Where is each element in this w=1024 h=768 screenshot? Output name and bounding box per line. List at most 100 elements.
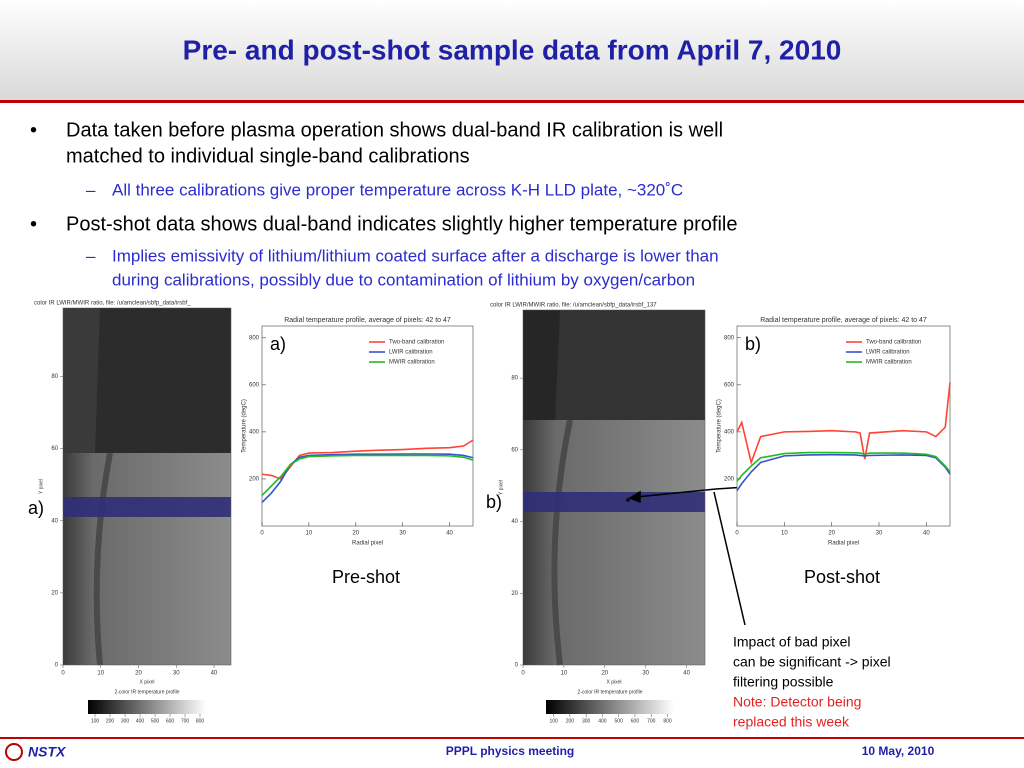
axis-label: X pixel xyxy=(606,679,621,685)
series-line xyxy=(261,454,474,496)
sub-bullet-text: during calibrations, possibly due to con… xyxy=(112,270,695,289)
caption: Pre-shot xyxy=(332,567,400,587)
caption: Post-shot xyxy=(804,567,880,587)
y-tick-label: 200 xyxy=(724,477,735,483)
footer-logo: NSTX xyxy=(28,744,67,760)
footer-center: PPPL physics meeting xyxy=(446,744,575,758)
series-line xyxy=(736,382,951,466)
bullet-mark: • xyxy=(30,119,37,141)
annotation: Impact of bad pixel xyxy=(733,634,851,650)
logo-mark xyxy=(5,743,23,761)
x-tick-label: 20 xyxy=(352,531,359,537)
plot-frame xyxy=(736,325,951,527)
y-tick-label: 40 xyxy=(51,518,58,524)
x-tick-label: 10 xyxy=(306,531,313,537)
image-frame xyxy=(62,307,232,666)
colorbar-tick-label: 500 xyxy=(615,718,624,724)
legend-label: MWIR calibration xyxy=(389,360,435,366)
legend-label: Two-band calibration xyxy=(866,340,921,346)
x-tick-label: 30 xyxy=(876,531,883,537)
panel-label: b) xyxy=(745,334,761,354)
axis-label: Temperature (degC) xyxy=(242,399,248,453)
series-line xyxy=(736,451,951,482)
footer-rule xyxy=(0,737,1024,739)
colorbar-tick-label: 700 xyxy=(181,718,190,724)
y-tick-label: 60 xyxy=(51,446,58,452)
colorbar xyxy=(546,700,674,714)
panel-label: a) xyxy=(270,334,286,354)
colorbar-tick-label: 300 xyxy=(582,718,591,724)
legend-label: Two-band calibration xyxy=(389,340,444,346)
chart-title: Radial temperature profile, average of p… xyxy=(284,317,451,324)
y-tick-label: 400 xyxy=(249,429,260,435)
y-tick-label: 20 xyxy=(511,591,518,597)
x-tick-label: 40 xyxy=(446,531,453,537)
y-tick-label: 600 xyxy=(724,382,735,388)
legend-label: LWIR calibration xyxy=(866,350,910,356)
axis-label: Radial pixel xyxy=(828,541,859,547)
bullet-text: Post-shot data shows dual-band indicates… xyxy=(66,213,737,235)
x-tick-label: 20 xyxy=(135,671,142,677)
x-tick-label: 10 xyxy=(561,671,568,677)
x-tick-label: 0 xyxy=(521,671,525,677)
axis-label: Y pixel xyxy=(498,480,504,495)
series-line xyxy=(261,453,474,504)
x-tick-label: 20 xyxy=(601,671,608,677)
x-tick-label: 30 xyxy=(173,671,180,677)
y-tick-label: 40 xyxy=(511,519,518,525)
x-tick-label: 10 xyxy=(781,531,788,537)
x-tick-label: 0 xyxy=(735,531,739,537)
x-tick-label: 0 xyxy=(260,531,264,537)
x-tick-label: 10 xyxy=(97,671,104,677)
y-tick-label: 80 xyxy=(51,374,58,380)
x-tick-label: 30 xyxy=(399,531,406,537)
annotation-note: replaced this week xyxy=(733,714,850,730)
x-tick-label: 40 xyxy=(683,671,690,677)
colorbar xyxy=(88,700,206,714)
y-tick-label: 800 xyxy=(724,335,735,341)
legend-label: LWIR calibration xyxy=(389,350,433,356)
sub-bullet-text: All three calibrations give proper tempe… xyxy=(112,180,683,199)
legend-label: MWIR calibration xyxy=(866,360,912,366)
y-tick-label: 20 xyxy=(51,590,58,596)
panel-label: a) xyxy=(28,498,44,518)
axis-label: Temperature (degC) xyxy=(717,399,723,453)
y-tick-label: 0 xyxy=(515,663,519,669)
sub-bullet-text: Implies emissivity of lithium/lithium co… xyxy=(112,246,719,265)
colorbar-tick-label: 100 xyxy=(91,718,100,724)
y-tick-label: 0 xyxy=(55,663,59,669)
ir-image xyxy=(523,310,705,666)
image-title: color IR LWIR/MWIR ratio, file: /u/amcle… xyxy=(490,303,657,309)
annotation-note: Note: Detector being xyxy=(733,694,861,710)
colorbar-tick-label: 600 xyxy=(166,718,175,724)
x-tick-label: 40 xyxy=(923,531,930,537)
axis-label: Radial pixel xyxy=(352,541,383,547)
colorbar-tick-label: 500 xyxy=(151,718,160,724)
y-tick-label: 200 xyxy=(249,477,260,483)
colorbar-title: 2-color IR temperature profile xyxy=(114,689,179,695)
colorbar-tick-label: 100 xyxy=(549,718,558,724)
axis-label: X pixel xyxy=(139,679,154,685)
y-tick-label: 800 xyxy=(249,335,260,341)
colorbar-tick-label: 400 xyxy=(598,718,607,724)
panel-label: b) xyxy=(486,492,502,512)
colorbar-tick-label: 200 xyxy=(566,718,575,724)
y-tick-label: 80 xyxy=(511,376,518,382)
axis-label: Y pixel xyxy=(38,479,44,494)
image-frame xyxy=(522,309,706,666)
bullet-text: matched to individual single-band calibr… xyxy=(66,145,470,167)
annotation: filtering possible xyxy=(733,674,834,690)
x-tick-label: 30 xyxy=(642,671,649,677)
colorbar-tick-label: 400 xyxy=(136,718,145,724)
colorbar-tick-label: 600 xyxy=(631,718,640,724)
header-rule xyxy=(0,100,1024,103)
annotation: can be significant -> pixel xyxy=(733,654,891,670)
slide-title: Pre- and post-shot sample data from Apri… xyxy=(183,34,842,65)
sub-bullet-mark: – xyxy=(86,180,96,199)
colorbar-tick-label: 200 xyxy=(106,718,115,724)
footer-date: 10 May, 2010 xyxy=(862,744,935,758)
colorbar-tick-label: 800 xyxy=(663,718,672,724)
plot-frame xyxy=(261,325,474,527)
